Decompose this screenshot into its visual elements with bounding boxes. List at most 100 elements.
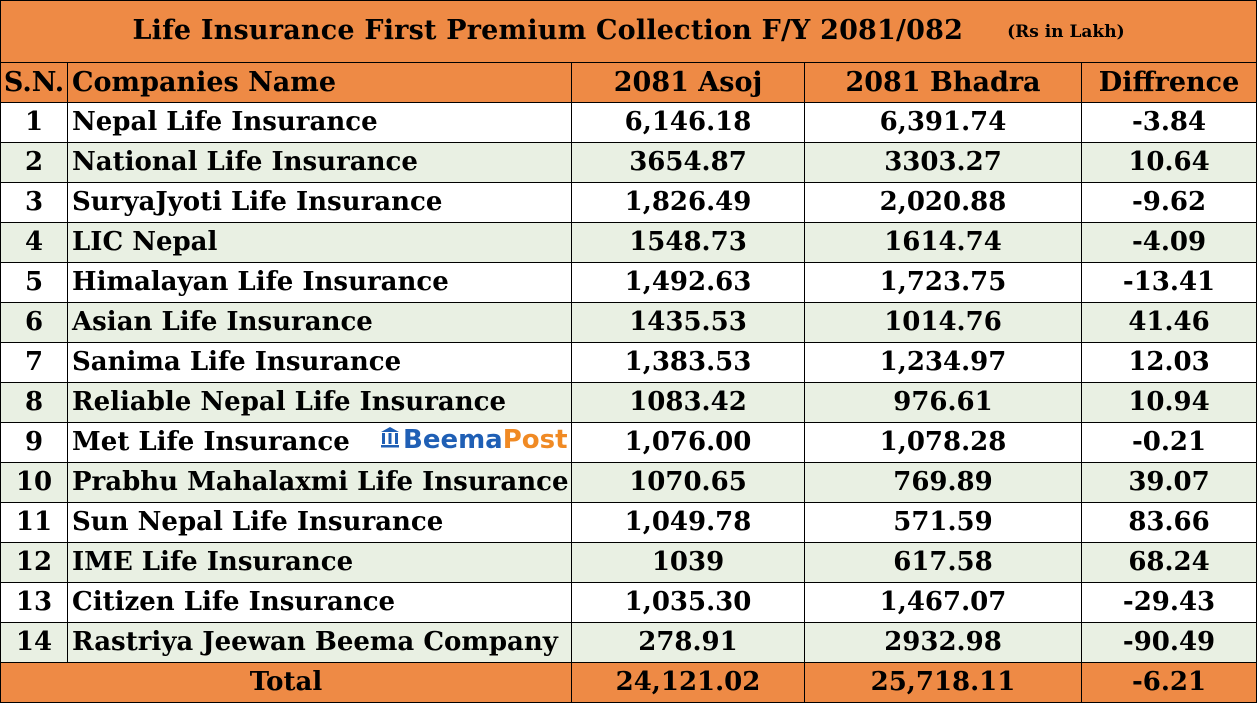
table-row: 10 Prabhu Mahalaxmi Life Insurance 1070.…	[0, 462, 1258, 503]
cell-sn: 5	[0, 262, 68, 303]
cell-bhadra: 1,234.97	[804, 342, 1082, 383]
bank-icon	[380, 425, 400, 455]
cell-company: Citizen Life Insurance	[67, 582, 572, 623]
cell-company: Met Life Insurance	[67, 422, 572, 463]
cell-sn: 13	[0, 582, 68, 623]
cell-difference: 68.24	[1080, 542, 1258, 583]
table-row: 13 Citizen Life Insurance 1,035.30 1,467…	[0, 582, 1258, 623]
cell-difference: -13.41	[1080, 262, 1258, 303]
cell-bhadra: 1014.76	[804, 302, 1082, 343]
cell-sn: 9	[0, 422, 68, 463]
table-row: 8 Reliable Nepal Life Insurance 1083.42 …	[0, 382, 1258, 423]
cell-bhadra: 571.59	[804, 502, 1082, 543]
cell-sn: 8	[0, 382, 68, 423]
cell-difference: 12.03	[1080, 342, 1258, 383]
header-asoj: 2081 Asoj	[571, 62, 805, 103]
cell-difference: 39.07	[1080, 462, 1258, 503]
cell-difference: -0.21	[1080, 422, 1258, 463]
table-row: 5 Himalayan Life Insurance 1,492.63 1,72…	[0, 262, 1258, 303]
cell-company: SuryaJyoti Life Insurance	[67, 182, 572, 223]
cell-difference: -4.09	[1080, 222, 1258, 263]
cell-bhadra: 2,020.88	[804, 182, 1082, 223]
title-cell: Life Insurance First Premium Collection …	[0, 0, 1258, 63]
table-row: 14 Rastriya Jeewan Beema Company 278.91 …	[0, 622, 1258, 663]
cell-asoj: 1,035.30	[571, 582, 805, 623]
cell-company: Reliable Nepal Life Insurance	[67, 382, 572, 423]
table-row: 2 National Life Insurance 3654.87 3303.2…	[0, 142, 1258, 183]
cell-asoj: 1,383.53	[571, 342, 805, 383]
cell-sn: 12	[0, 542, 68, 583]
cell-asoj: 1083.42	[571, 382, 805, 423]
cell-difference: 10.64	[1080, 142, 1258, 183]
cell-sn: 11	[0, 502, 68, 543]
cell-difference: 83.66	[1080, 502, 1258, 543]
cell-asoj: 1,492.63	[571, 262, 805, 303]
cell-bhadra: 3303.27	[804, 142, 1082, 183]
cell-asoj: 1,049.78	[571, 502, 805, 543]
unit-label: (Rs in Lakh)	[1007, 22, 1125, 42]
title-row: Life Insurance First Premium Collection …	[0, 0, 1258, 63]
cell-sn: 3	[0, 182, 68, 223]
total-row: Total 24,121.02 25,718.11 -6.21	[0, 662, 1258, 703]
header-difference: Diffrence	[1080, 62, 1258, 103]
table-title: Life Insurance First Premium Collection …	[132, 15, 964, 46]
cell-bhadra: 6,391.74	[804, 102, 1082, 143]
cell-asoj: 1435.53	[571, 302, 805, 343]
watermark-beema: Beema	[403, 425, 503, 455]
cell-company: Sanima Life Insurance	[67, 342, 572, 383]
header-sn: S.N.	[0, 62, 68, 103]
table-row: 9 Met Life Insurance 1,076.00 1,078.28 -…	[0, 422, 1258, 463]
cell-sn: 14	[0, 622, 68, 663]
cell-asoj: 1,826.49	[571, 182, 805, 223]
cell-asoj: 1,076.00	[571, 422, 805, 463]
cell-sn: 10	[0, 462, 68, 503]
cell-company: Himalayan Life Insurance	[67, 262, 572, 303]
cell-difference: -3.84	[1080, 102, 1258, 143]
cell-asoj: 6,146.18	[571, 102, 805, 143]
cell-difference: 41.46	[1080, 302, 1258, 343]
cell-asoj: 1039	[571, 542, 805, 583]
cell-asoj: 278.91	[571, 622, 805, 663]
cell-company: Rastriya Jeewan Beema Company	[67, 622, 572, 663]
table-row: 1 Nepal Life Insurance 6,146.18 6,391.74…	[0, 102, 1258, 143]
cell-sn: 1	[0, 102, 68, 143]
header-company: Companies Name	[67, 62, 572, 103]
total-difference: -6.21	[1080, 662, 1258, 703]
cell-asoj: 1070.65	[571, 462, 805, 503]
cell-asoj: 3654.87	[571, 142, 805, 183]
total-label: Total	[0, 662, 572, 703]
cell-asoj: 1548.73	[571, 222, 805, 263]
table-row: 3 SuryaJyoti Life Insurance 1,826.49 2,0…	[0, 182, 1258, 223]
cell-company: Asian Life Insurance	[67, 302, 572, 343]
cell-bhadra: 769.89	[804, 462, 1082, 503]
cell-company: Sun Nepal Life Insurance	[67, 502, 572, 543]
cell-difference: -90.49	[1080, 622, 1258, 663]
cell-bhadra: 1,078.28	[804, 422, 1082, 463]
cell-difference: -9.62	[1080, 182, 1258, 223]
table-row: 11 Sun Nepal Life Insurance 1,049.78 571…	[0, 502, 1258, 543]
total-bhadra: 25,718.11	[804, 662, 1082, 703]
cell-difference: 10.94	[1080, 382, 1258, 423]
header-row: S.N. Companies Name 2081 Asoj 2081 Bhadr…	[0, 62, 1258, 103]
beemapost-watermark: Beema Post	[380, 425, 568, 455]
cell-company: National Life Insurance	[67, 142, 572, 183]
cell-sn: 7	[0, 342, 68, 383]
cell-difference: -29.43	[1080, 582, 1258, 623]
cell-company: Nepal Life Insurance	[67, 102, 572, 143]
cell-sn: 4	[0, 222, 68, 263]
cell-bhadra: 2932.98	[804, 622, 1082, 663]
cell-bhadra: 1614.74	[804, 222, 1082, 263]
cell-sn: 2	[0, 142, 68, 183]
cell-company: IME Life Insurance	[67, 542, 572, 583]
cell-company: LIC Nepal	[67, 222, 572, 263]
cell-bhadra: 976.61	[804, 382, 1082, 423]
cell-sn: 6	[0, 302, 68, 343]
watermark-post: Post	[502, 425, 568, 455]
total-asoj: 24,121.02	[571, 662, 805, 703]
cell-company: Prabhu Mahalaxmi Life Insurance	[67, 462, 572, 503]
cell-bhadra: 1,467.07	[804, 582, 1082, 623]
table-row: 6 Asian Life Insurance 1435.53 1014.76 4…	[0, 302, 1258, 343]
